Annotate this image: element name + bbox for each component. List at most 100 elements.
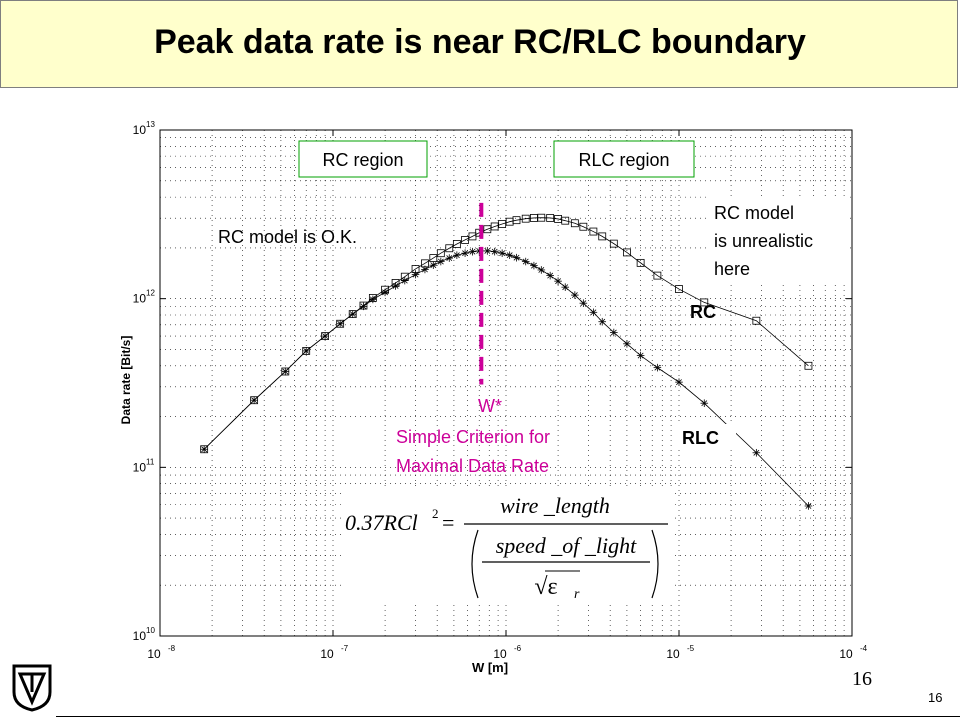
data-point-rlc: [598, 317, 607, 326]
data-point-rc: [512, 216, 521, 225]
data-point-rlc: [636, 351, 645, 360]
rlc-curve-label: RLC: [682, 428, 719, 448]
data-point-rc: [653, 271, 662, 280]
data-point-rlc: [381, 288, 389, 297]
data-point-rc: [609, 239, 618, 248]
rc-region-label: RC region: [322, 150, 403, 170]
data-point-rlc: [571, 291, 579, 299]
data-point-rlc: [391, 282, 400, 290]
y-tick-label-exp: 12: [146, 289, 155, 298]
data-point-rc: [675, 285, 683, 293]
data-point-rlc: [610, 328, 618, 337]
data-point-rlc: [512, 253, 521, 262]
rc-curve-label: RC: [690, 302, 716, 322]
data-point-rc: [700, 298, 709, 307]
data-point-rlc: [675, 378, 683, 386]
data-point-rlc: [281, 367, 290, 376]
title-bar: Peak data rate is near RC/RLC boundary: [0, 0, 958, 88]
x-tick-label: 10: [666, 647, 680, 661]
x-tick-label: 10: [320, 647, 334, 661]
data-point-rlc: [411, 270, 420, 279]
data-point-rlc: [400, 276, 409, 285]
x-tick-label-exp: -7: [341, 644, 349, 653]
data-point-rlc: [348, 310, 357, 318]
y-tick-label-exp: 11: [146, 457, 155, 466]
data-point-rlc: [589, 308, 598, 317]
y-tick-label: 10: [133, 629, 147, 643]
data-point-rc: [598, 232, 607, 241]
x-tick-label-exp: -6: [514, 644, 522, 653]
y-tick-label-exp: 13: [146, 120, 155, 129]
rc-unrealistic-line1: RC model: [714, 203, 794, 223]
rlc-region-label: RLC region: [578, 150, 669, 170]
data-point-rlc: [498, 249, 506, 258]
formula-inner-numerator: speed _of _light: [496, 533, 637, 558]
data-point-rc: [804, 361, 813, 370]
data-point-rc: [623, 248, 631, 257]
data-point-rc: [436, 249, 445, 258]
data-point-rlc: [537, 266, 546, 274]
data-point-rlc: [521, 257, 530, 266]
data-point-rlc: [437, 257, 445, 266]
y-tick-label: 10: [133, 460, 147, 474]
data-point-rlc: [369, 295, 377, 304]
rc-unrealistic-line3: here: [714, 259, 750, 279]
data-point-rlc: [468, 247, 477, 256]
formula-left-paren: [471, 529, 479, 599]
criterion-line1: Simple Criterion for: [396, 427, 550, 447]
y-tick-label: 10: [133, 123, 147, 137]
formula-equals: =: [442, 510, 454, 535]
formula: 0.37RCl 2 = wire _length speed _of _ligh…: [342, 486, 672, 604]
x-tick-label: 10: [147, 647, 161, 661]
page-number-small: 16: [928, 690, 943, 705]
data-point-rlc: [546, 271, 554, 280]
formula-subscript: r: [574, 587, 580, 602]
data-point-rc: [561, 216, 570, 225]
data-point-rlc: [461, 249, 469, 258]
data-point-rlc: [421, 265, 429, 274]
formula-lhs-exp: 2: [432, 506, 439, 521]
rlc-label-bg: [676, 424, 736, 450]
formula-bg: [342, 486, 672, 604]
x-tick-label: 10: [839, 647, 853, 661]
rc-ok-annotation: RC model is O.K.: [218, 227, 357, 247]
data-point-rlc: [445, 254, 454, 262]
rc-unrealistic-bg: [708, 196, 848, 284]
data-point-rc: [570, 219, 579, 228]
data-point-rlc: [579, 299, 588, 307]
data-point-rlc: [804, 502, 813, 510]
x-tick-label: 10: [493, 647, 507, 661]
data-point-rlc: [554, 277, 562, 285]
data-point-rc: [636, 258, 645, 267]
y-tick-label: 10: [133, 292, 147, 306]
footer-line: [56, 716, 960, 717]
data-point-rlc: [653, 363, 662, 372]
formula-right-paren: [651, 529, 659, 599]
data-point-rlc: [359, 302, 368, 311]
data-point-rc: [752, 316, 761, 325]
y-axis-label: Data rate [Bit/s]: [119, 336, 133, 425]
page-number: 16: [852, 668, 872, 690]
x-tick-label-exp: -8: [168, 644, 176, 653]
formula-lhs: 0.37RCl: [345, 510, 418, 535]
data-point-rlc: [321, 332, 329, 340]
formula-numerator: wire _length: [500, 493, 610, 518]
data-point-rlc: [429, 261, 438, 269]
data-point-rc: [452, 240, 461, 248]
x-tick-label-exp: -4: [860, 644, 868, 653]
x-axis-label: W [m]: [472, 660, 508, 675]
data-point-rlc: [700, 399, 709, 408]
data-point-rc: [589, 227, 598, 236]
data-point-rc: [498, 220, 507, 228]
data-point-rlc: [530, 261, 538, 270]
data-point-rlc: [250, 396, 258, 405]
data-point-rlc: [623, 340, 631, 348]
data-point-rlc: [453, 251, 461, 260]
y-tick-label-exp: 10: [146, 626, 155, 635]
data-point-rlc: [302, 347, 311, 355]
data-point-rlc: [200, 445, 208, 454]
criterion-line2: Maximal Data Rate: [396, 456, 549, 476]
w-star-label: W*: [478, 396, 502, 416]
series-rlc: [200, 247, 813, 510]
